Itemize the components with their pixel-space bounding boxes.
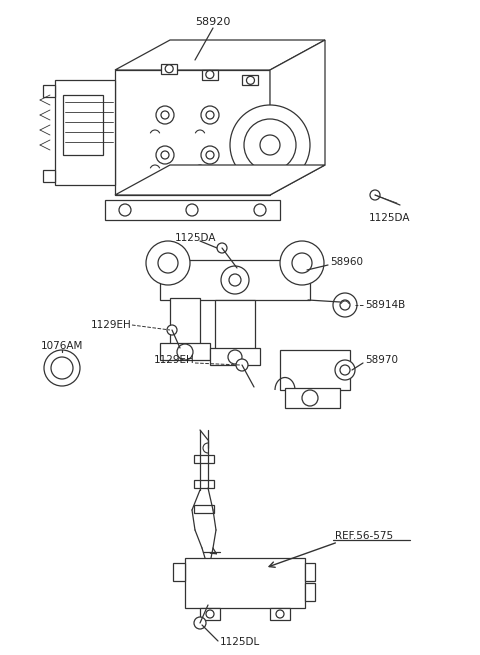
Circle shape [335, 360, 355, 380]
Circle shape [230, 105, 310, 185]
Polygon shape [160, 343, 210, 360]
Polygon shape [210, 348, 260, 365]
Circle shape [119, 204, 131, 216]
Text: REF.56-575: REF.56-575 [335, 531, 393, 541]
Circle shape [158, 253, 178, 273]
Circle shape [177, 344, 193, 360]
Bar [173, 563, 185, 581]
Bar [194, 480, 214, 488]
Circle shape [247, 77, 254, 84]
Circle shape [161, 111, 169, 119]
Circle shape [281, 171, 289, 179]
Text: 1125DA: 1125DA [175, 233, 216, 243]
Circle shape [146, 241, 190, 285]
Circle shape [276, 610, 284, 618]
Bar [202, 69, 218, 79]
Polygon shape [115, 70, 270, 195]
Bar [161, 64, 177, 74]
Polygon shape [160, 260, 310, 300]
Bar [200, 608, 220, 620]
Bar [185, 558, 305, 608]
Text: 58960: 58960 [330, 257, 363, 267]
Circle shape [244, 119, 296, 171]
Text: 58920: 58920 [195, 17, 231, 27]
Polygon shape [115, 40, 325, 70]
Circle shape [165, 65, 173, 73]
Polygon shape [55, 80, 115, 185]
Text: 1125DL: 1125DL [220, 637, 260, 647]
Polygon shape [280, 350, 350, 390]
Circle shape [186, 204, 198, 216]
Text: 1125DA: 1125DA [369, 213, 411, 223]
Circle shape [217, 243, 227, 253]
Circle shape [51, 357, 73, 379]
Circle shape [292, 253, 312, 273]
Polygon shape [115, 165, 325, 195]
Bar [194, 505, 214, 513]
Circle shape [201, 106, 219, 124]
Text: 1076AM: 1076AM [41, 341, 83, 351]
Circle shape [333, 293, 357, 317]
Bar [63, 95, 103, 155]
Polygon shape [43, 170, 55, 182]
Polygon shape [215, 300, 255, 350]
Polygon shape [170, 298, 200, 345]
Circle shape [206, 71, 214, 79]
Bar [194, 455, 214, 463]
Text: 1129EH: 1129EH [91, 320, 132, 330]
Circle shape [161, 151, 169, 159]
Circle shape [201, 146, 219, 164]
Text: 1129EH: 1129EH [154, 355, 195, 365]
Polygon shape [285, 388, 340, 408]
Polygon shape [43, 85, 55, 97]
Circle shape [167, 325, 177, 335]
Circle shape [206, 610, 214, 618]
Polygon shape [105, 200, 280, 220]
Circle shape [260, 135, 280, 155]
Circle shape [228, 350, 242, 364]
Circle shape [302, 390, 318, 406]
Bar [270, 608, 290, 620]
Bar [305, 583, 315, 601]
Bar [242, 75, 259, 85]
Circle shape [194, 617, 206, 629]
Circle shape [254, 204, 266, 216]
Circle shape [206, 151, 214, 159]
Circle shape [280, 241, 324, 285]
Circle shape [44, 350, 80, 386]
Circle shape [156, 146, 174, 164]
Text: 58914B: 58914B [365, 300, 405, 310]
Circle shape [229, 274, 241, 286]
Circle shape [340, 300, 350, 310]
Text: 58970: 58970 [365, 355, 398, 365]
Polygon shape [270, 40, 325, 195]
Circle shape [370, 190, 380, 200]
Circle shape [206, 111, 214, 119]
Circle shape [221, 266, 249, 294]
Circle shape [340, 365, 350, 375]
Circle shape [236, 359, 248, 371]
Bar [305, 563, 315, 581]
Circle shape [156, 106, 174, 124]
